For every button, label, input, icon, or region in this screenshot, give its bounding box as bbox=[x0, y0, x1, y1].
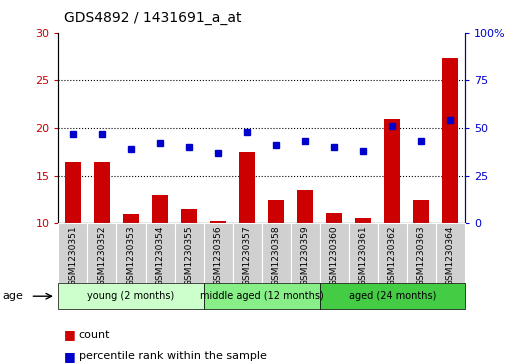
Text: GSM1230353: GSM1230353 bbox=[126, 225, 136, 286]
Bar bbox=[58, 283, 204, 309]
Bar bbox=[407, 223, 436, 283]
Bar bbox=[326, 213, 342, 223]
Bar bbox=[58, 223, 87, 283]
Bar bbox=[175, 223, 204, 283]
Text: age: age bbox=[3, 291, 23, 301]
Text: count: count bbox=[79, 330, 110, 340]
Text: GSM1230362: GSM1230362 bbox=[388, 225, 397, 286]
Bar bbox=[123, 214, 139, 223]
Text: GSM1230356: GSM1230356 bbox=[213, 225, 223, 286]
Text: young (2 months): young (2 months) bbox=[87, 291, 175, 301]
Bar bbox=[320, 283, 465, 309]
Text: GSM1230359: GSM1230359 bbox=[301, 225, 310, 286]
Text: GSM1230363: GSM1230363 bbox=[417, 225, 426, 286]
Bar bbox=[65, 162, 81, 223]
Bar bbox=[384, 119, 400, 223]
Text: middle aged (12 months): middle aged (12 months) bbox=[200, 291, 324, 301]
Text: GSM1230364: GSM1230364 bbox=[446, 225, 455, 286]
Bar bbox=[239, 152, 255, 223]
Bar bbox=[348, 223, 378, 283]
Text: GSM1230361: GSM1230361 bbox=[359, 225, 368, 286]
Bar bbox=[152, 195, 168, 223]
Text: ■: ■ bbox=[64, 350, 75, 363]
Bar bbox=[87, 223, 116, 283]
Text: GSM1230360: GSM1230360 bbox=[330, 225, 339, 286]
Text: GSM1230357: GSM1230357 bbox=[243, 225, 251, 286]
Bar bbox=[233, 223, 262, 283]
Bar bbox=[116, 223, 145, 283]
Bar bbox=[181, 209, 197, 223]
Bar bbox=[204, 283, 320, 309]
Bar bbox=[291, 223, 320, 283]
Text: GSM1230358: GSM1230358 bbox=[272, 225, 280, 286]
Bar bbox=[378, 223, 407, 283]
Text: ■: ■ bbox=[64, 328, 75, 341]
Text: GSM1230355: GSM1230355 bbox=[184, 225, 194, 286]
Bar bbox=[210, 221, 226, 223]
Bar bbox=[262, 223, 291, 283]
Bar bbox=[94, 162, 110, 223]
Text: GDS4892 / 1431691_a_at: GDS4892 / 1431691_a_at bbox=[64, 11, 241, 25]
Bar bbox=[268, 200, 284, 223]
Bar bbox=[204, 223, 233, 283]
Text: GSM1230354: GSM1230354 bbox=[155, 225, 165, 286]
Text: GSM1230351: GSM1230351 bbox=[69, 225, 77, 286]
Bar bbox=[355, 217, 371, 223]
Bar bbox=[320, 223, 348, 283]
Text: aged (24 months): aged (24 months) bbox=[348, 291, 436, 301]
Text: percentile rank within the sample: percentile rank within the sample bbox=[79, 351, 267, 362]
Bar bbox=[436, 223, 465, 283]
Bar bbox=[145, 223, 175, 283]
Bar bbox=[414, 200, 429, 223]
Bar bbox=[442, 58, 458, 223]
Bar bbox=[297, 190, 313, 223]
Text: GSM1230352: GSM1230352 bbox=[98, 225, 107, 286]
